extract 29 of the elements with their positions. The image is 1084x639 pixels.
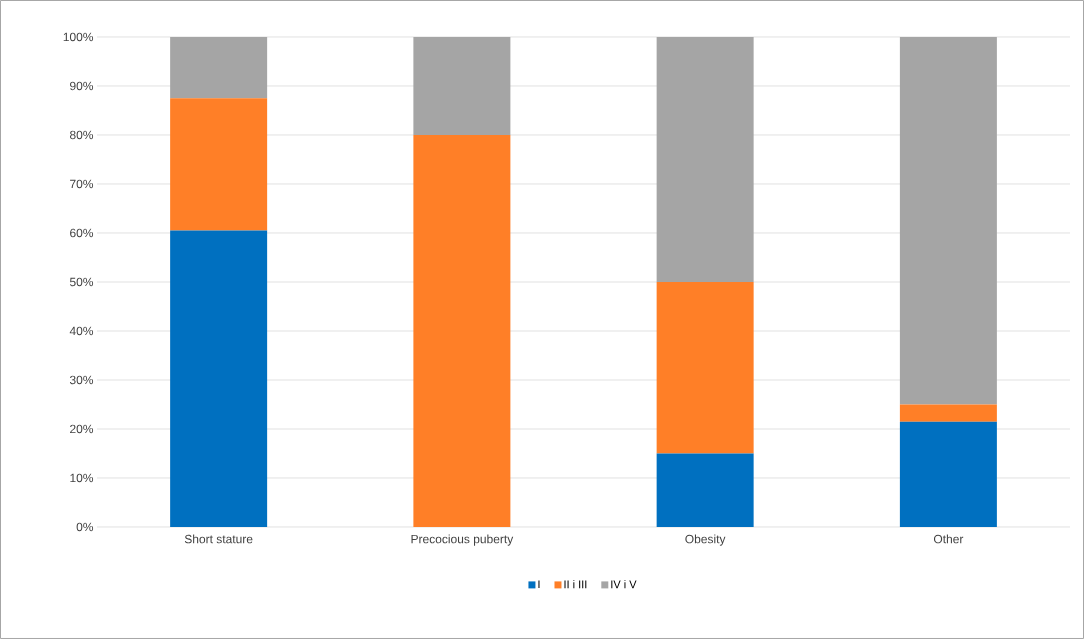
x-tick-label: Obesity [685,534,726,546]
bar [899,421,997,527]
bar [413,36,511,135]
bar [656,453,754,527]
legend-label: IV i V [611,580,637,589]
bar [170,230,268,527]
y-tick-label: 50% [69,277,94,287]
x-tick-label: Other [933,534,964,544]
y-tick-label: 30% [69,375,94,385]
y-tick-label: 100% [63,32,94,42]
y-tick-label: 10% [70,473,94,483]
bar [656,281,754,454]
y-tick-label: 80% [69,130,94,140]
bar [413,134,511,527]
legend-label: I [538,580,540,588]
bar [899,36,997,405]
x-tick-label: Short stature [184,534,253,544]
bar [170,36,268,99]
y-tick-label: 90% [70,81,94,91]
y-tick-label: 0% [76,522,94,532]
legend-label: II i III [564,580,587,589]
y-tick-label: 60% [70,228,94,238]
y-tick-label: 70% [70,179,94,189]
bar [656,36,754,282]
x-tick-label: Precocious puberty [411,534,514,546]
y-tick-label: 40% [69,326,94,336]
bar [899,404,997,422]
bar [170,98,268,231]
y-tick-label: 20% [70,424,94,434]
